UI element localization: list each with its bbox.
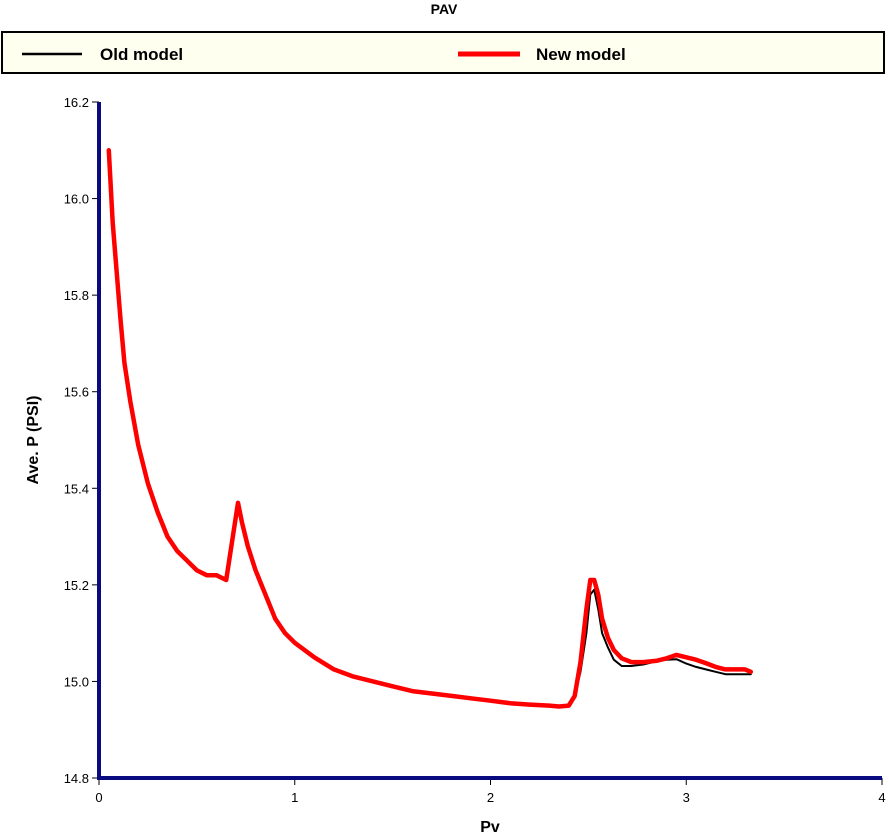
y-tick-label: 15.6 <box>64 385 89 400</box>
legend: Old model New model <box>1 31 885 74</box>
x-tick-label: 0 <box>95 790 102 805</box>
chart-title: PAV <box>431 1 458 17</box>
x-tick-label: 1 <box>291 790 298 805</box>
x-axis-ticks: 0 1 2 3 4 <box>95 778 886 805</box>
legend-label-new-model: New model <box>536 45 626 64</box>
x-tick-label: 4 <box>878 790 885 805</box>
series-line-new-model <box>106 148 754 709</box>
x-tick-label: 3 <box>683 790 690 805</box>
y-tick-label: 15.8 <box>64 288 89 303</box>
series-layer <box>106 148 754 709</box>
y-tick-label: 16.2 <box>64 95 89 110</box>
x-axis-label: Pv <box>480 819 500 834</box>
y-tick-label: 15.2 <box>64 578 89 593</box>
y-axis-label: Ave. P (PSI) <box>25 396 42 485</box>
legend-label-old-model: Old model <box>100 45 183 64</box>
plot-area: 14.8 15.0 15.2 15.4 15.6 15.8 16.0 16.2 0 1 2 3 4 <box>64 95 886 805</box>
y-tick-label: 16.0 <box>64 192 89 207</box>
legend-box <box>1 31 885 74</box>
series-line-old-model <box>107 149 752 708</box>
y-axis-ticks: 14.8 15.0 15.2 15.4 15.6 15.8 16.0 16.2 <box>64 95 99 786</box>
y-tick-label: 15.4 <box>64 481 89 496</box>
y-tick-label: 15.0 <box>64 674 89 689</box>
y-tick-label: 14.8 <box>64 771 89 786</box>
x-tick-label: 2 <box>487 790 494 805</box>
